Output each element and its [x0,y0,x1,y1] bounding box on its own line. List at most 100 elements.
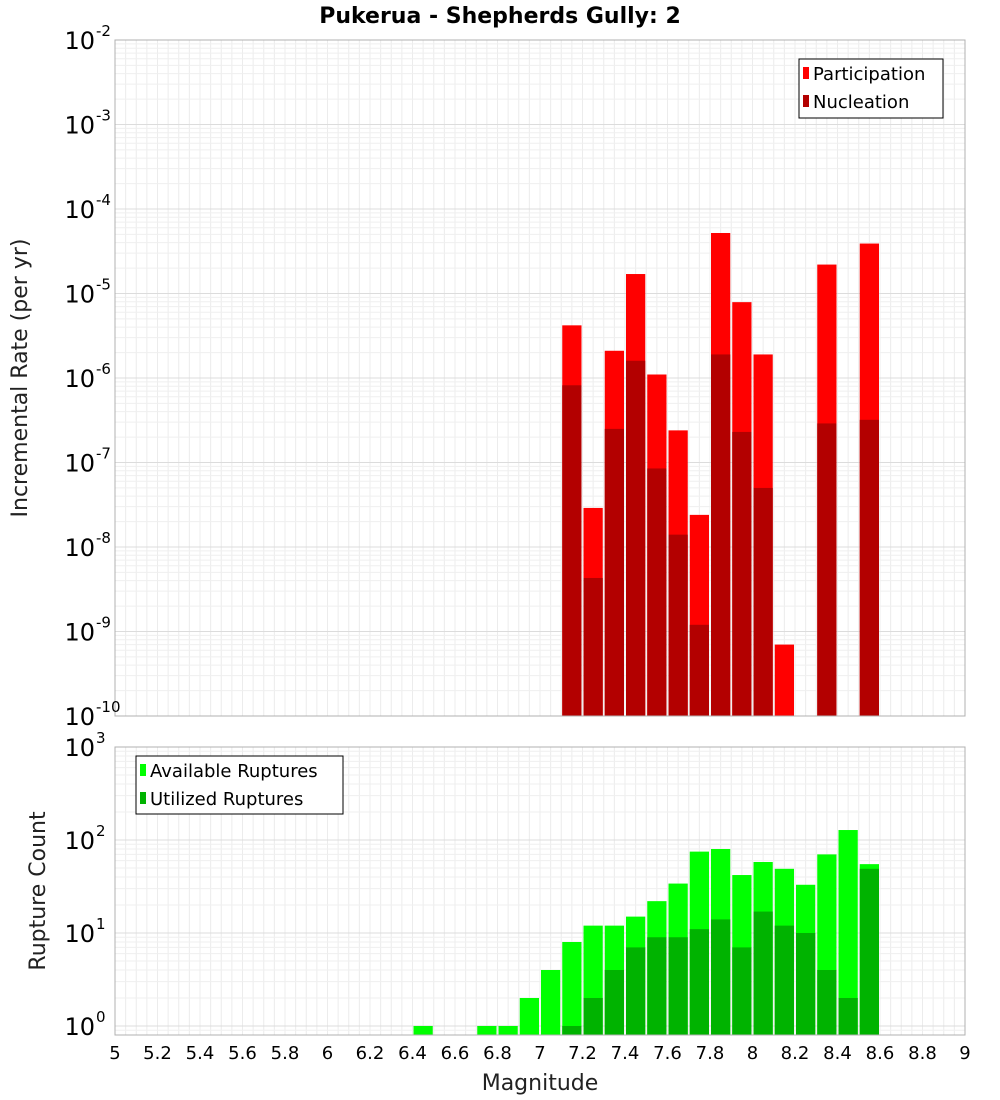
nucleation-bar [711,354,731,716]
y-tick-label: 10 [64,365,95,393]
available-ruptures-bar [519,997,539,1035]
top-plot-border [114,39,966,717]
x-tick-label: 8.2 [781,1043,810,1064]
y-tick-label: 10 [64,27,95,55]
y-tick-exponent: 3 [96,729,106,747]
bottom-plot-border [114,746,966,1036]
chart-title: Pukerua - Shepherds Gully: 2 [319,4,681,29]
available-ruptures-bar [562,942,582,1035]
utilized-ruptures-bar [626,947,646,1035]
x-tick-label: 8.4 [823,1043,852,1064]
top-legend-box [798,58,944,119]
y-tick-exponent: -5 [96,276,111,294]
nucleation-bar [604,428,624,716]
bottom-legend: Available Ruptures Utilized Ruptures [135,755,344,815]
nucleation-bar [583,577,603,716]
utilized-ruptures-bar [859,868,879,1035]
x-tick-label: 5.4 [186,1043,215,1064]
x-tick-label: 6.6 [441,1043,470,1064]
top-y-tick-labels: 10-210-310-410-510-610-710-810-910-10 [64,22,120,731]
utilized-ruptures-bar [732,947,752,1035]
y-tick-exponent: -8 [96,529,111,547]
nucleation-bar [689,624,709,716]
nucleation-bar [668,534,688,716]
y-tick-exponent: -9 [96,614,111,632]
y-tick-exponent: -7 [96,445,111,463]
y-tick-label: 10 [64,734,95,762]
participation-bar [774,644,794,716]
utilized-ruptures-bar [796,932,816,1035]
x-tick-label: 7.4 [611,1043,640,1064]
x-tick-label: 6 [322,1043,333,1064]
utilized-ruptures-bar [774,925,794,1035]
y-tick-label: 10 [64,827,95,855]
x-tick-label: 5.6 [228,1043,257,1064]
y-tick-label: 10 [64,450,95,478]
y-tick-label: 10 [64,196,95,224]
utilized-ruptures-bar [711,919,731,1035]
participation-legend-label: Participation [813,64,925,85]
y-tick-label: 10 [64,619,95,647]
y-tick-label: 10 [64,703,95,731]
utilized-ruptures-bar [647,937,667,1035]
nucleation-bar [626,360,646,716]
x-tick-label: 8.8 [908,1043,937,1064]
nucleation-bar [817,423,837,716]
x-tick-label: 6.4 [398,1043,427,1064]
utilized-ruptures-bar [817,969,837,1035]
x-tick-label: 5 [109,1043,120,1064]
available-legend-label: Available Ruptures [150,761,318,782]
top-bars [562,232,879,716]
nucleation-bar [562,385,582,716]
y-tick-label: 10 [64,1013,95,1041]
y-tick-label: 10 [64,920,95,948]
top-y-axis-label: Incremental Rate (per yr) [8,239,33,518]
nucleation-legend-label: Nucleation [813,92,909,113]
x-tick-label: 7.2 [568,1043,597,1064]
y-tick-label: 10 [64,534,95,562]
y-tick-label: 10 [64,281,95,309]
utilized-ruptures-bar [583,997,603,1035]
nucleation-bar [753,487,773,716]
x-tick-label: 6.8 [483,1043,512,1064]
x-tick-label: 7.6 [653,1043,682,1064]
utilized-ruptures-bar [838,997,858,1035]
available-ruptures-bar [477,1025,497,1035]
participation-legend-swatch [803,67,809,79]
y-tick-exponent: -10 [96,698,121,716]
nucleation-bar [859,419,879,716]
nucleation-legend-swatch [803,95,809,107]
utilized-ruptures-bar [753,911,773,1035]
nucleation-bar [647,468,667,716]
x-tick-label: 6.2 [356,1043,385,1064]
utilized-ruptures-bar [604,969,624,1035]
y-tick-exponent: 2 [96,822,106,840]
x-tick-label: 9 [959,1043,970,1064]
available-ruptures-bar [498,1025,518,1035]
top-legend: Participation Nucleation [798,58,944,119]
y-tick-exponent: 1 [96,915,106,933]
x-tick-label: 7.8 [696,1043,725,1064]
utilized-legend-swatch [140,792,146,804]
available-ruptures-bar [541,969,561,1035]
top-grid [115,40,965,716]
available-ruptures-bar [413,1025,433,1035]
top-plot-panel: 10-210-310-410-510-610-710-810-910-10 In… [8,22,966,731]
nucleation-bar [732,431,752,716]
y-tick-label: 10 [64,112,95,140]
y-tick-exponent: 0 [96,1008,106,1026]
utilized-legend-label: Utilized Ruptures [150,789,303,810]
bottom-legend-box [135,755,344,815]
x-tick-label: 8 [747,1043,758,1064]
utilized-ruptures-bar [562,1025,582,1035]
bottom-y-axis-label: Rupture Count [26,811,51,971]
available-ruptures-bar [838,830,858,1035]
x-tick-label: 7 [534,1043,545,1064]
x-tick-label: 5.8 [271,1043,300,1064]
x-tick-labels: 5 5.2 5.4 5.6 5.8 6 6.2 6.4 6.6 6.8 7 7.2 7.4 7.6 7.8 8… [109,1043,970,1064]
y-tick-exponent: -3 [96,107,111,125]
available-legend-swatch [140,764,146,776]
